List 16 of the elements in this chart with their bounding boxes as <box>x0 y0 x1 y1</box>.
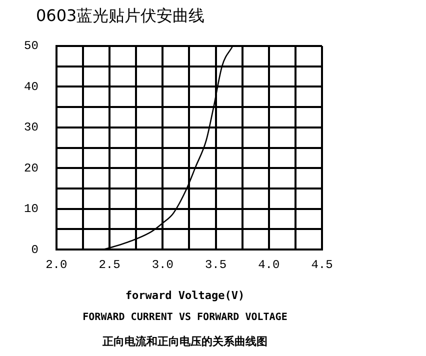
y-tick-label: 0 <box>31 242 38 257</box>
x-tick-label: 3.5 <box>204 258 227 272</box>
y-tick-label: 40 <box>24 80 38 94</box>
x-axis-title: forward Voltage(V) <box>124 289 246 302</box>
x-tick-label: 2.5 <box>98 258 120 272</box>
chart-title: 0603蓝光贴片伏安曲线 <box>36 6 205 27</box>
text: 正向电流和正向电压的关系曲线图 <box>102 334 268 349</box>
y-tick-label: 50 <box>24 39 38 54</box>
y-tick-label: 20 <box>24 161 38 176</box>
y-tick-label: 30 <box>24 120 38 135</box>
text: FORWARD CURRENT VS FORWARD VOLTAGE <box>82 312 288 323</box>
x-tick-label: 3.0 <box>152 258 174 272</box>
x-tick-label: 4.0 <box>258 258 280 272</box>
y-tick-label: 10 <box>24 202 38 216</box>
x-tick-label: 2.0 <box>46 258 68 272</box>
x-tick-label: 4.5 <box>311 258 333 272</box>
